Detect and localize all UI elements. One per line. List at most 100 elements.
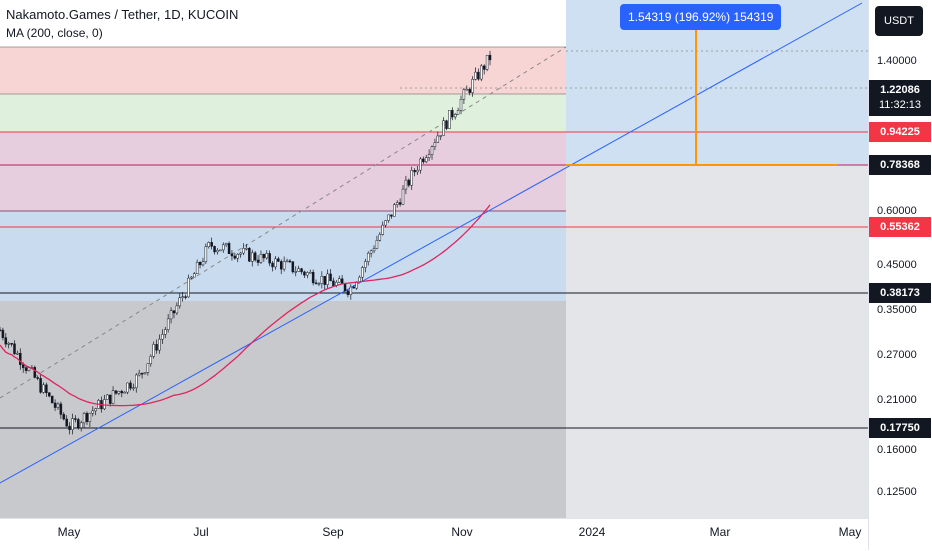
candle-body [459, 98, 463, 111]
measure-tool [566, 28, 838, 166]
candle-body [407, 179, 411, 186]
candle-body [137, 372, 141, 376]
candle-body [82, 413, 86, 424]
candle-body [482, 65, 486, 70]
candle-body [198, 262, 202, 266]
candle-body [140, 372, 144, 375]
candle-body [74, 418, 77, 420]
candle-body [369, 250, 373, 254]
candle-body [50, 395, 54, 404]
candle-body [401, 188, 405, 205]
candle-body [474, 71, 477, 80]
candle-body [259, 254, 263, 263]
candle-body [375, 240, 379, 249]
level-label: 0.38173 [869, 283, 931, 303]
candle-body [245, 247, 248, 250]
candle-body [480, 65, 483, 80]
candle-body [117, 391, 121, 394]
candle-body [10, 343, 13, 345]
candle-body [343, 283, 347, 292]
candle-body [262, 254, 266, 259]
candle-body [132, 387, 135, 389]
candle-body [410, 170, 413, 186]
candle-body [230, 253, 234, 257]
price-axis[interactable]: USDT 1.40000 0.60000 0.45000 0.35000 0.2… [868, 0, 932, 550]
candle-body [210, 242, 213, 247]
candle-body [7, 343, 10, 345]
candle-body [390, 214, 393, 217]
level-label: 0.55362 [869, 217, 931, 237]
candle-body [329, 273, 332, 282]
candle-body [77, 419, 80, 429]
candle-body [445, 120, 448, 129]
candle-body [207, 242, 211, 247]
zone-blue [0, 211, 566, 301]
candle-body [395, 202, 399, 205]
candles [0, 50, 492, 435]
candle-body [288, 260, 292, 263]
candle-body [297, 268, 300, 272]
zone-purple [0, 132, 566, 211]
candle-body [311, 271, 315, 284]
chart-area[interactable]: Nakamoto.Games / Tether, 1D, KUCOIN MA (… [0, 0, 868, 518]
price-tick: 0.12500 [877, 486, 917, 498]
candle-body [250, 252, 254, 262]
candle-body [393, 204, 396, 217]
candle-body [187, 277, 190, 298]
candle-body [178, 297, 182, 307]
candle-body [190, 276, 193, 279]
candle-body [219, 249, 222, 252]
candle-body [381, 224, 384, 235]
candle-body [4, 337, 8, 345]
candle-body [337, 278, 341, 283]
candle-body [349, 286, 353, 295]
candle-body [413, 170, 416, 173]
candle-body [256, 259, 260, 263]
candle-body [364, 261, 367, 268]
candle-body [253, 252, 257, 261]
time-label: Sep [322, 525, 344, 539]
candle-body [213, 246, 216, 253]
projection-gray [566, 165, 868, 518]
candle-body [308, 271, 312, 274]
candle-body [53, 402, 57, 408]
candle-body [462, 89, 466, 100]
candle-body [146, 363, 150, 373]
candle-body [143, 372, 147, 375]
candle-body [268, 253, 271, 264]
candle-body [277, 258, 280, 262]
candle-body [384, 220, 387, 226]
price-tick: 0.45000 [877, 259, 917, 271]
candle-body [372, 248, 376, 252]
candle-body [42, 384, 45, 393]
candle-body [439, 135, 442, 137]
candle-body [378, 234, 382, 241]
candle-body [62, 414, 66, 420]
candle-body [465, 88, 469, 91]
candle-body [314, 282, 318, 285]
candle-body [204, 246, 208, 262]
price-chart[interactable] [0, 0, 868, 518]
time-label: Nov [451, 525, 473, 539]
candle-body [419, 158, 422, 171]
price-tick: 0.27000 [877, 349, 917, 361]
candle-body [427, 154, 431, 158]
candle-body [135, 374, 138, 388]
level-label: 0.17750 [869, 418, 931, 438]
ma-line [0, 204, 491, 407]
candle-body [48, 392, 51, 397]
time-label: May [57, 525, 81, 539]
time-axis[interactable]: May Jul Sep Nov 2024 Mar May [0, 518, 868, 551]
candle-body [164, 329, 167, 335]
currency-button[interactable]: USDT [875, 6, 923, 36]
indicator-legend[interactable]: MA (200, close, 0) [6, 26, 103, 40]
candle-body [39, 378, 42, 393]
trend-line [0, 2, 863, 484]
candle-body [193, 273, 196, 278]
candle-body [158, 338, 161, 351]
time-label: Jul [193, 525, 209, 539]
candle-body [56, 403, 60, 408]
countdown: 11:32:13 [878, 99, 921, 111]
candle-body [471, 79, 474, 93]
candle-body [65, 418, 68, 427]
